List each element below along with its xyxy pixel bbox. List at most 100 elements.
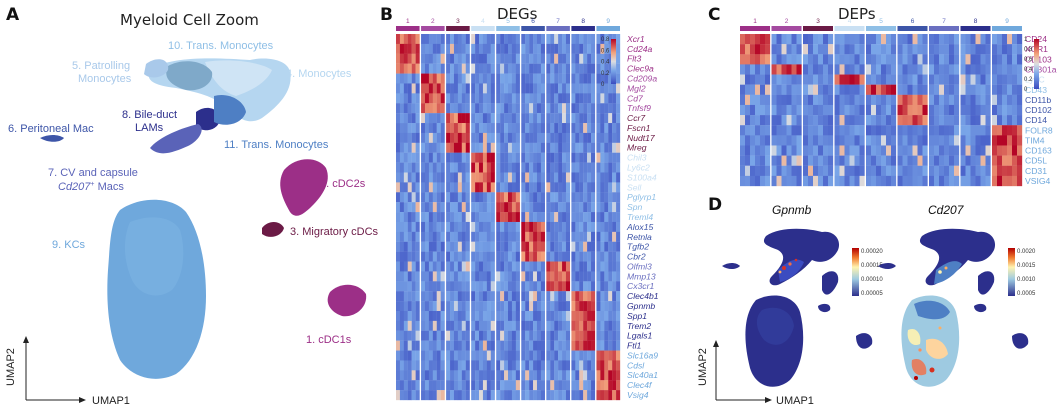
heatmap-cell	[897, 165, 903, 177]
heatmap-cell	[436, 390, 441, 401]
heatmap-cell	[881, 145, 887, 156]
heatmap-cell	[529, 360, 534, 371]
heatmap-cell	[515, 301, 520, 312]
heatmap-cell	[562, 360, 567, 371]
heatmap-cell	[471, 310, 476, 322]
heatmap-cell	[436, 142, 441, 153]
heatmap-cell	[482, 310, 488, 322]
heatmap-cell	[818, 84, 824, 95]
heatmap-cell	[849, 115, 855, 126]
row-label: Nudt17	[627, 133, 656, 143]
heatmap-cell	[866, 115, 872, 126]
heatmap-cell	[461, 53, 466, 64]
heatmap-cell	[604, 192, 609, 203]
row-label: CD301a	[1025, 65, 1057, 75]
heatmap-cell	[496, 350, 501, 361]
heatmap-cell	[587, 73, 592, 84]
heatmap-cell	[421, 241, 426, 252]
heatmap-cell	[600, 370, 605, 381]
heatmap-cell	[891, 115, 897, 126]
heatmap-cell	[922, 74, 928, 85]
heatmap-cell	[616, 291, 621, 302]
heatmap-cell	[755, 64, 761, 75]
heatmap-cell	[496, 123, 501, 134]
heatmap-cell	[529, 310, 534, 322]
heatmap-cell	[436, 281, 441, 292]
heatmap-cell	[496, 310, 501, 322]
heatmap-cell	[760, 94, 766, 106]
heatmap-cell	[922, 175, 928, 187]
heatmap-cell	[803, 74, 809, 85]
heatmap-cell	[428, 271, 433, 282]
heatmap-cell	[612, 202, 617, 213]
heatmap-cell	[591, 370, 596, 381]
heatmap-cell	[399, 152, 405, 163]
cluster-number: 7	[942, 18, 946, 25]
heatmap-cell	[600, 340, 605, 351]
heatmap-cell	[486, 192, 491, 203]
label-patrolling: 5. Patrolling	[72, 60, 130, 72]
heatmap-cell	[612, 340, 617, 351]
heatmap-cell	[616, 380, 621, 391]
heatmap-cell	[608, 53, 613, 64]
label-cd207-rest: Macs	[95, 181, 125, 193]
heatmap-cell	[834, 145, 840, 156]
heatmap-cell	[432, 330, 437, 341]
heatmap-cell	[508, 271, 513, 282]
heatmap-cell	[823, 175, 829, 187]
heatmap-cell	[508, 380, 513, 391]
heatmap-cell	[922, 94, 928, 106]
heatmap-cell	[745, 145, 751, 156]
heatmap-cell	[591, 152, 596, 163]
heatmap-cell	[440, 73, 445, 84]
heatmap-cell	[587, 350, 592, 361]
heatmap-cell	[970, 145, 976, 156]
heatmap-cell	[533, 320, 538, 331]
heatmap-cell	[917, 64, 923, 75]
label-cd207-gene: Cd207	[58, 181, 91, 193]
heatmap-cell	[745, 44, 751, 55]
cluster-number: 9	[1005, 18, 1009, 25]
heatmap-cell	[550, 172, 555, 183]
heatmap-cell	[536, 192, 542, 203]
heatmap-cell	[515, 241, 520, 252]
heatmap-cell	[500, 53, 505, 64]
heatmap-cell	[591, 320, 596, 331]
heatmap-cell	[479, 103, 484, 114]
heatmap-cell	[781, 104, 787, 116]
heatmap-cell	[740, 94, 746, 106]
heatmap-cell	[897, 155, 903, 166]
heatmap-cell	[496, 152, 501, 163]
heatmap-cell	[897, 44, 903, 55]
heatmap-cell	[399, 221, 405, 232]
heatmap-cell	[465, 132, 470, 143]
heatmap-cell	[934, 54, 940, 65]
heatmap-cell	[881, 84, 887, 95]
heatmap-cell	[432, 123, 437, 134]
heatmap-cell	[421, 281, 426, 292]
heatmap-cell	[550, 43, 555, 54]
heatmap-cell	[954, 34, 960, 45]
heatmap-cell	[396, 390, 401, 401]
heatmap-cell	[796, 155, 802, 166]
heatmap-cell	[511, 310, 517, 322]
heatmap-cell	[771, 94, 777, 106]
heatmap-cell	[771, 165, 777, 177]
heatmap-cell	[424, 152, 430, 163]
heatmap-cell	[786, 145, 792, 156]
heatmap-cell	[453, 93, 459, 104]
heatmap-cell	[891, 34, 897, 45]
heatmap-cell	[596, 162, 601, 173]
heatmap-cell	[415, 162, 420, 173]
heatmap-cell	[521, 132, 526, 143]
heatmap-cell	[403, 221, 408, 232]
heatmap-cell	[575, 310, 580, 322]
heatmap-cell	[428, 330, 433, 341]
heatmap-cell	[750, 115, 756, 126]
heatmap-cell	[396, 330, 401, 341]
heatmap-cell	[496, 380, 501, 391]
heatmap-cell	[521, 202, 526, 213]
heatmap-cell	[871, 94, 877, 106]
heatmap-cell	[446, 380, 451, 391]
heatmap-cell	[839, 135, 845, 146]
